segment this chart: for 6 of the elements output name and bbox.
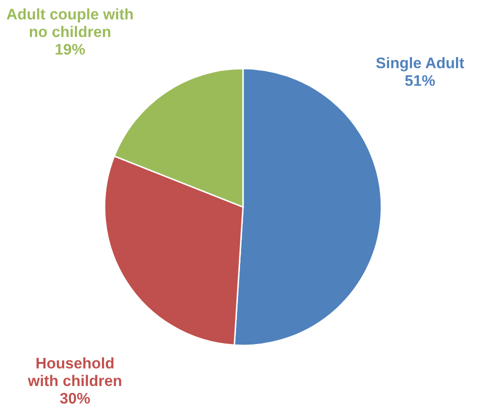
data-label: 19% bbox=[56, 44, 85, 55]
slice-label: Single Adult bbox=[376, 57, 464, 72]
data-label: 51% bbox=[405, 75, 435, 86]
slice-label: Household with children bbox=[28, 357, 122, 386]
data-label: 30% bbox=[60, 392, 90, 404]
slice-label: Adult couple with no children bbox=[6, 8, 133, 38]
